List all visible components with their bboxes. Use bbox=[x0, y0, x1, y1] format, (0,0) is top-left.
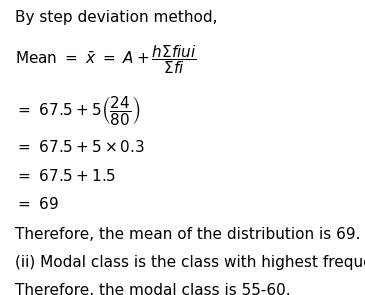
Text: By step deviation method,: By step deviation method, bbox=[15, 10, 217, 25]
Text: $= \ 69$: $= \ 69$ bbox=[15, 196, 59, 212]
Text: $= \ 67.5 + 5\left(\dfrac{24}{80}\right)$: $= \ 67.5 + 5\left(\dfrac{24}{80}\right)… bbox=[15, 94, 140, 127]
Text: Mean $= \ \bar{x} \ = \ A + \dfrac{h\Sigma fiui}{\Sigma fi}$: Mean $= \ \bar{x} \ = \ A + \dfrac{h\Sig… bbox=[15, 43, 196, 76]
Text: Therefore, the modal class is 55-60.: Therefore, the modal class is 55-60. bbox=[15, 283, 290, 295]
Text: Therefore, the mean of the distribution is 69.: Therefore, the mean of the distribution … bbox=[15, 227, 360, 242]
Text: (ii) Modal class is the class with highest frequency.: (ii) Modal class is the class with highe… bbox=[15, 255, 365, 270]
Text: $= \ 67.5 + 1.5$: $= \ 67.5 + 1.5$ bbox=[15, 168, 116, 184]
Text: $= \ 67.5 + 5 \times 0.3$: $= \ 67.5 + 5 \times 0.3$ bbox=[15, 139, 145, 155]
